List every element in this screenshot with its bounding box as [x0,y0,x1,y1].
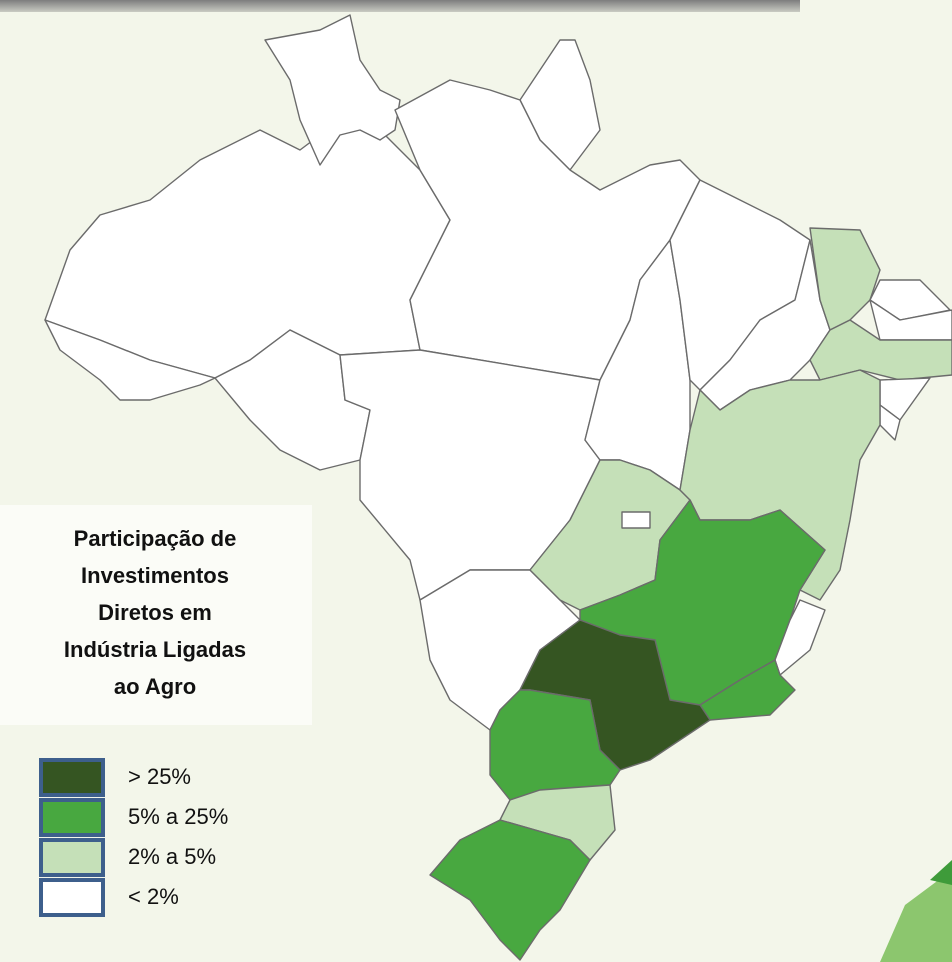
legend: Participação de Investimentos Diretos em In… [39,526,246,917]
state-rs [429,819,591,961]
legend-title: ao Agro [114,674,196,699]
legend-label: 2% a 5% [128,844,216,869]
top-bar [0,0,800,12]
corner-decoration [880,870,952,962]
legend-title: Diretos em [98,600,212,625]
legend-swatch [39,758,105,797]
legend-label: < 2% [128,884,179,909]
corner-decoration [930,860,952,885]
state-pb [869,299,952,341]
state-ce [809,227,881,331]
legend-title: Participação de [74,526,237,551]
legend-swatch [39,838,105,877]
state-am [44,119,451,379]
legend-label: 5% a 25% [128,804,228,829]
state-ac [44,319,216,401]
legend-label: > 25% [128,764,191,789]
legend-title: Indústria Ligadas [64,637,246,662]
legend-swatch [39,878,105,917]
state-df [621,511,651,529]
legend-title: Investimentos [81,563,229,588]
legend-swatch [39,798,105,837]
legend-box [0,505,312,725]
states [44,14,952,961]
state-rr [264,14,401,166]
